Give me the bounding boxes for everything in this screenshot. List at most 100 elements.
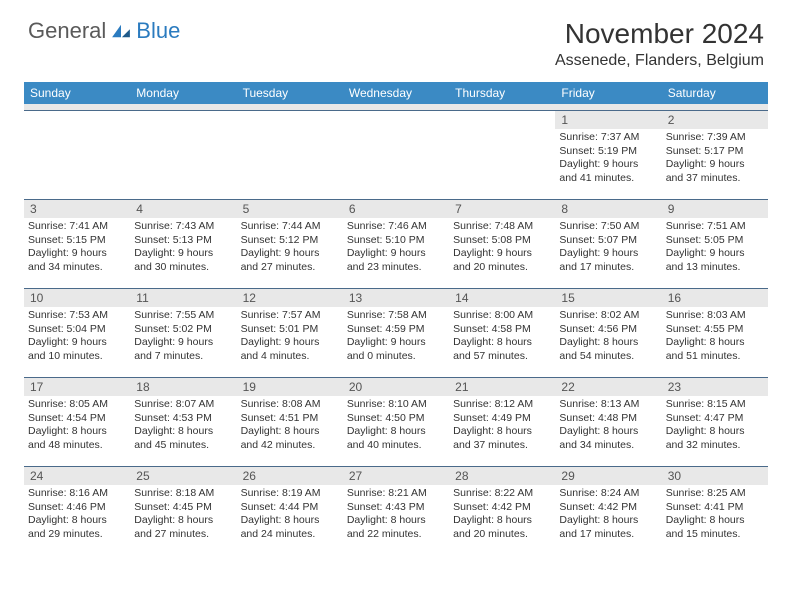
sunset-text: Sunset: 4:42 PM [453,501,549,515]
sunset-text: Sunset: 5:04 PM [28,323,124,337]
day-cell: 30Sunrise: 8:25 AMSunset: 4:41 PMDayligh… [662,467,768,555]
day-body: Sunrise: 7:50 AMSunset: 5:07 PMDaylight:… [555,218,661,281]
day-body: Sunrise: 8:22 AMSunset: 4:42 PMDaylight:… [449,485,555,548]
day-cell: 29Sunrise: 8:24 AMSunset: 4:42 PMDayligh… [555,467,661,555]
day-body: Sunrise: 8:25 AMSunset: 4:41 PMDaylight:… [662,485,768,548]
daylight-text: Daylight: 9 hours and 34 minutes. [28,247,124,274]
sunrise-text: Sunrise: 7:48 AM [453,220,549,234]
daylight-text: Daylight: 9 hours and 4 minutes. [241,336,337,363]
daylight-text: Daylight: 9 hours and 30 minutes. [134,247,230,274]
sunrise-text: Sunrise: 7:50 AM [559,220,655,234]
sunrise-text: Sunrise: 8:24 AM [559,487,655,501]
sunset-text: Sunset: 4:43 PM [347,501,443,515]
location: Assenede, Flanders, Belgium [555,52,764,70]
daylight-text: Daylight: 9 hours and 41 minutes. [559,158,655,185]
day-body: Sunrise: 8:08 AMSunset: 4:51 PMDaylight:… [237,396,343,459]
day-cell: 9Sunrise: 7:51 AMSunset: 5:05 PMDaylight… [662,200,768,288]
day-body: Sunrise: 8:00 AMSunset: 4:58 PMDaylight:… [449,307,555,370]
sunset-text: Sunset: 5:17 PM [666,145,762,159]
daylight-text: Daylight: 8 hours and 40 minutes. [347,425,443,452]
day-cell: 5Sunrise: 7:44 AMSunset: 5:12 PMDaylight… [237,200,343,288]
day-cell: 27Sunrise: 8:21 AMSunset: 4:43 PMDayligh… [343,467,449,555]
sunrise-text: Sunrise: 8:05 AM [28,398,124,412]
daylight-text: Daylight: 8 hours and 29 minutes. [28,514,124,541]
sunrise-text: Sunrise: 8:03 AM [666,309,762,323]
day-number: 15 [555,289,661,307]
day-body: Sunrise: 8:12 AMSunset: 4:49 PMDaylight:… [449,396,555,459]
month-title: November 2024 [555,18,764,50]
sunset-text: Sunset: 4:53 PM [134,412,230,426]
sunset-text: Sunset: 5:01 PM [241,323,337,337]
day-body: Sunrise: 8:21 AMSunset: 4:43 PMDaylight:… [343,485,449,548]
daylight-text: Daylight: 8 hours and 51 minutes. [666,336,762,363]
week-row: 10Sunrise: 7:53 AMSunset: 5:04 PMDayligh… [24,288,768,377]
day-body: Sunrise: 7:44 AMSunset: 5:12 PMDaylight:… [237,218,343,281]
sunrise-text: Sunrise: 8:25 AM [666,487,762,501]
day-cell: 10Sunrise: 7:53 AMSunset: 5:04 PMDayligh… [24,289,130,377]
day-body: Sunrise: 7:57 AMSunset: 5:01 PMDaylight:… [237,307,343,370]
day-number: 16 [662,289,768,307]
daylight-text: Daylight: 8 hours and 45 minutes. [134,425,230,452]
daylight-text: Daylight: 9 hours and 23 minutes. [347,247,443,274]
daylight-text: Daylight: 9 hours and 10 minutes. [28,336,124,363]
day-cell: 7Sunrise: 7:48 AMSunset: 5:08 PMDaylight… [449,200,555,288]
week-row: 24Sunrise: 8:16 AMSunset: 4:46 PMDayligh… [24,466,768,555]
day-number: 13 [343,289,449,307]
day-cell: 26Sunrise: 8:19 AMSunset: 4:44 PMDayligh… [237,467,343,555]
day-number [343,111,449,115]
day-number: 23 [662,378,768,396]
day-number: 1 [555,111,661,129]
sunset-text: Sunset: 4:54 PM [28,412,124,426]
sunset-text: Sunset: 4:45 PM [134,501,230,515]
day-header-cell: Tuesday [237,82,343,104]
sunset-text: Sunset: 5:13 PM [134,234,230,248]
sunset-text: Sunset: 4:55 PM [666,323,762,337]
day-number: 25 [130,467,236,485]
day-body: Sunrise: 8:15 AMSunset: 4:47 PMDaylight:… [662,396,768,459]
sunrise-text: Sunrise: 7:51 AM [666,220,762,234]
sunset-text: Sunset: 5:10 PM [347,234,443,248]
sunset-text: Sunset: 4:51 PM [241,412,337,426]
day-cell: 18Sunrise: 8:07 AMSunset: 4:53 PMDayligh… [130,378,236,466]
day-header-cell: Monday [130,82,236,104]
day-number: 10 [24,289,130,307]
sunrise-text: Sunrise: 8:08 AM [241,398,337,412]
day-cell: 22Sunrise: 8:13 AMSunset: 4:48 PMDayligh… [555,378,661,466]
sunrise-text: Sunrise: 7:58 AM [347,309,443,323]
sunset-text: Sunset: 5:19 PM [559,145,655,159]
day-cell [449,111,555,199]
sunrise-text: Sunrise: 7:41 AM [28,220,124,234]
day-cell: 13Sunrise: 7:58 AMSunset: 4:59 PMDayligh… [343,289,449,377]
sunrise-text: Sunrise: 7:37 AM [559,131,655,145]
day-number: 12 [237,289,343,307]
week-row: 1 Sunrise: 7:37 AMSunset: 5:19 PMDaylight… [24,110,768,199]
daylight-text: Daylight: 8 hours and 37 minutes. [453,425,549,452]
day-body: Sunrise: 7:41 AMSunset: 5:15 PMDaylight:… [24,218,130,281]
day-body: Sunrise: 8:16 AMSunset: 4:46 PMDaylight:… [24,485,130,548]
daylight-text: Daylight: 8 hours and 54 minutes. [559,336,655,363]
logo: General Blue [28,18,180,44]
day-cell: 20Sunrise: 8:10 AMSunset: 4:50 PMDayligh… [343,378,449,466]
sunset-text: Sunset: 4:42 PM [559,501,655,515]
sunrise-text: Sunrise: 8:18 AM [134,487,230,501]
sunrise-text: Sunrise: 8:15 AM [666,398,762,412]
day-number [449,111,555,115]
day-number: 22 [555,378,661,396]
day-number: 7 [449,200,555,218]
sail-icon [110,23,132,39]
daylight-text: Daylight: 8 hours and 17 minutes. [559,514,655,541]
sunset-text: Sunset: 5:07 PM [559,234,655,248]
daylight-text: Daylight: 8 hours and 42 minutes. [241,425,337,452]
logo-text-blue: Blue [136,18,180,44]
day-cell: 28Sunrise: 8:22 AMSunset: 4:42 PMDayligh… [449,467,555,555]
calendar: SundayMondayTuesdayWednesdayThursdayFrid… [24,82,768,555]
daylight-text: Daylight: 8 hours and 22 minutes. [347,514,443,541]
daylight-text: Daylight: 9 hours and 17 minutes. [559,247,655,274]
day-body: Sunrise: 7:46 AMSunset: 5:10 PMDaylight:… [343,218,449,281]
daylight-text: Daylight: 8 hours and 15 minutes. [666,514,762,541]
day-body: Sunrise: 7:48 AMSunset: 5:08 PMDaylight:… [449,218,555,281]
sunset-text: Sunset: 5:05 PM [666,234,762,248]
sunset-text: Sunset: 4:50 PM [347,412,443,426]
sunset-text: Sunset: 5:12 PM [241,234,337,248]
day-body: Sunrise: 8:24 AMSunset: 4:42 PMDaylight:… [555,485,661,548]
